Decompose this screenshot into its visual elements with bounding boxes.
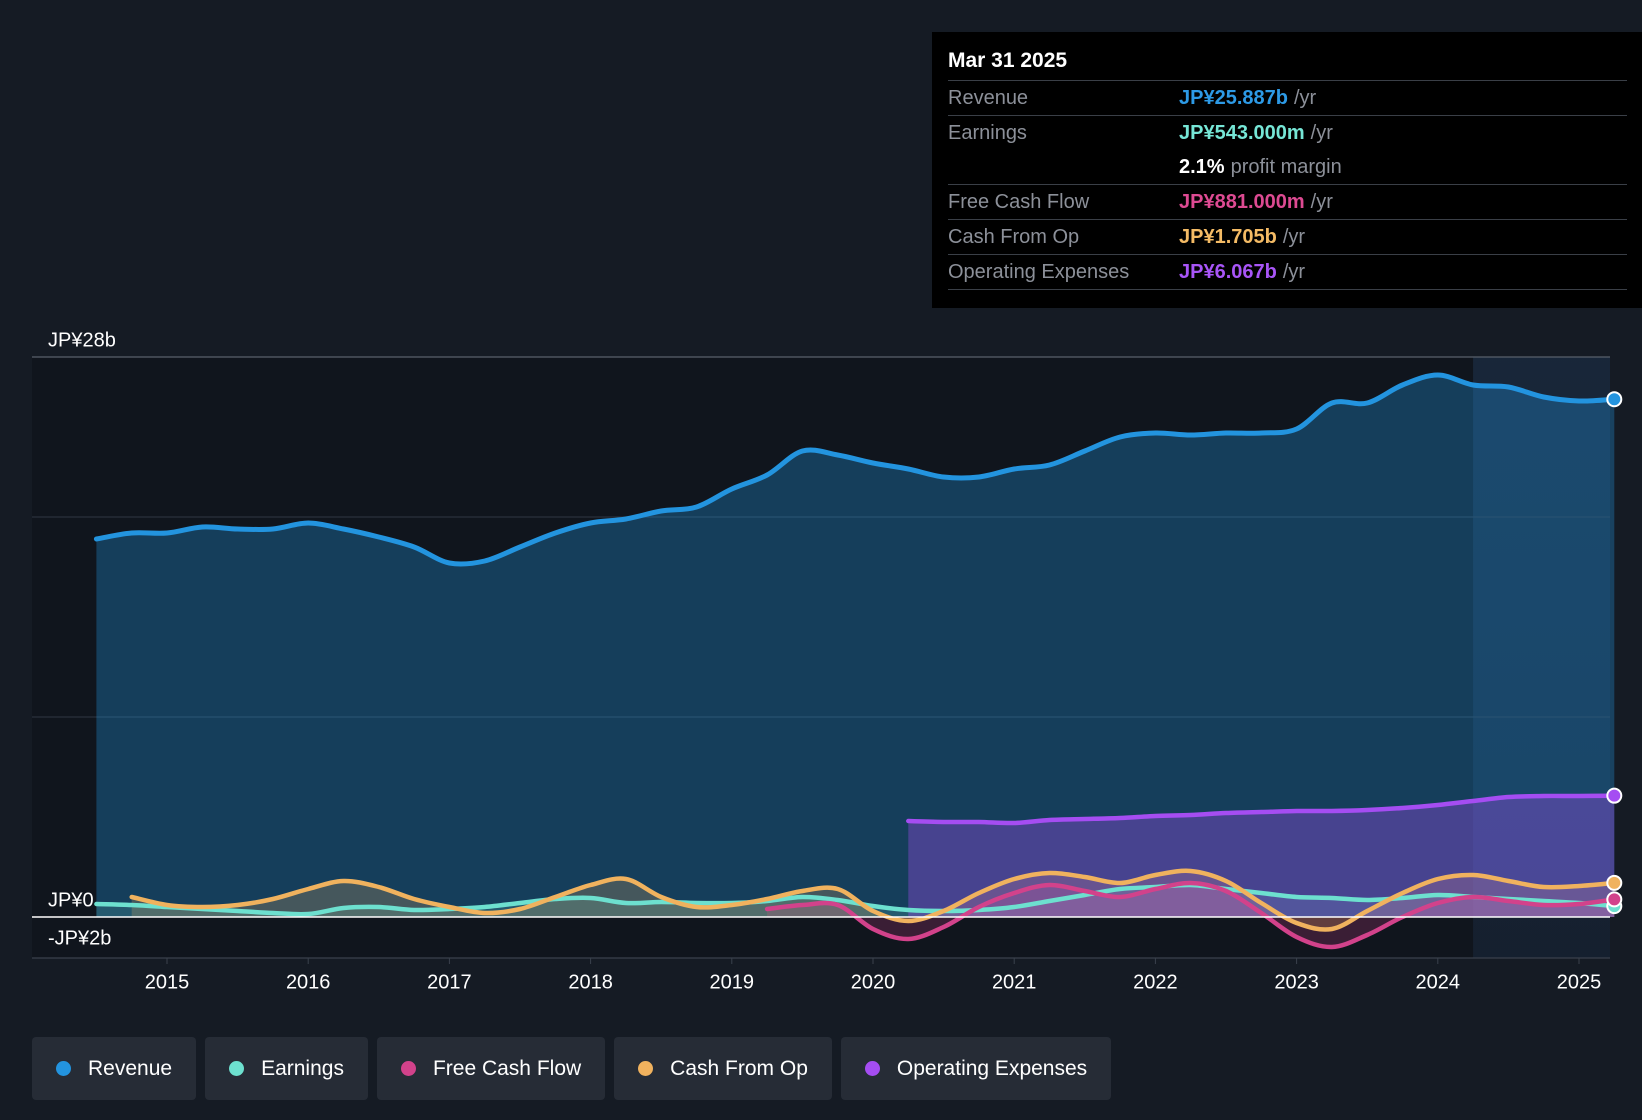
tooltip-suffix: /yr — [1310, 190, 1333, 213]
area-cash-from-op — [131, 870, 1615, 930]
tooltip-suffix: /yr — [1293, 86, 1317, 109]
series-line-cash-from-op — [129, 868, 1617, 932]
tooltip-suffix: /yr — [1310, 121, 1333, 144]
y-tick-label: JP¥28b — [48, 329, 116, 351]
series-line-operating-expenses — [906, 793, 1617, 826]
tooltip-row-operating-expenses: Operating Expenses JP¥6.067b /yr — [948, 255, 1627, 290]
tooltip-date: Mar 31 2025 — [948, 46, 1627, 81]
legend-label: Operating Expenses — [896, 1056, 1088, 1080]
legend-item-revenue[interactable]: Revenue — [32, 1037, 197, 1100]
tooltip-row-earnings: Earnings JP¥543.000m /yr — [948, 116, 1627, 150]
x-tick-label: 2017 — [427, 971, 472, 993]
chart-legend: Revenue Earnings Free Cash Flow Cash Fro… — [32, 1037, 1112, 1100]
legend-label: Free Cash Flow — [432, 1056, 582, 1080]
tooltip-value: JP¥25.887b — [1179, 86, 1288, 109]
x-tick-label: 2019 — [710, 971, 755, 993]
tooltip-value: JP¥1.705b — [1179, 225, 1277, 248]
tooltip-panel: Mar 31 2025 Revenue JP¥25.887b /yr Earni… — [932, 32, 1642, 308]
series-line-revenue — [93, 372, 1617, 567]
x-tick-label: 2018 — [568, 971, 613, 993]
legend-label: Cash From Op — [670, 1056, 808, 1080]
x-tick-label: 2020 — [851, 971, 896, 993]
x-tick-label: 2021 — [992, 971, 1037, 993]
area-free-cash-flow — [767, 882, 1615, 948]
series-line-free-cash-flow — [764, 880, 1617, 950]
tooltip-suffix: /yr — [1282, 260, 1306, 283]
series-line-earnings — [94, 882, 1617, 917]
tooltip-label: Revenue — [948, 86, 1029, 109]
x-tick-label: 2025 — [1557, 971, 1602, 993]
financial-chart: JP¥28b JP¥0 -JP¥2b 2015 2016 2017 2018 2019 2020… — [32, 329, 1623, 993]
x-tick-label: 2016 — [286, 971, 331, 993]
operating-expenses-dot-icon — [864, 1061, 880, 1076]
y-tick-label: JP¥0 — [48, 889, 94, 911]
tooltip-row-cash-from-op: Cash From Op JP¥1.705b /yr — [948, 220, 1627, 255]
legend-label: Revenue — [88, 1056, 173, 1080]
legend-item-operating-expenses[interactable]: Operating Expenses — [840, 1037, 1112, 1100]
tooltip-label: Earnings — [948, 121, 1027, 144]
tooltip-value: 2.1% — [1179, 155, 1225, 178]
series-endpoint-operating-expenses — [1606, 787, 1623, 804]
tooltip-label: Cash From Op — [948, 225, 1080, 248]
tooltip-row-profit-margin: 2.1% profit margin — [948, 150, 1627, 185]
tooltip-row-revenue: Revenue JP¥25.887b /yr — [948, 81, 1627, 116]
x-tick-label: 2015 — [145, 971, 190, 993]
cash-from-op-dot-icon — [638, 1061, 654, 1076]
free-cash-flow-dot-icon — [400, 1061, 416, 1076]
series-endpoint-free-cash-flow — [1606, 891, 1623, 908]
plot-background — [32, 357, 1610, 958]
earnings-dot-icon — [229, 1061, 245, 1076]
tooltip-row-free-cash-flow: Free Cash Flow JP¥881.000m /yr — [948, 185, 1627, 220]
series-endpoint-cash-from-op — [1606, 874, 1623, 891]
tooltip-suffix: profit margin — [1230, 155, 1342, 178]
legend-label: Earnings — [261, 1056, 344, 1080]
tooltip-value: JP¥881.000m — [1179, 190, 1305, 213]
x-tick-label: 2024 — [1416, 971, 1461, 993]
area-operating-expenses — [908, 795, 1615, 917]
tooltip-value: JP¥543.000m — [1179, 121, 1305, 144]
x-tick-label: 2023 — [1274, 971, 1319, 993]
legend-item-free-cash-flow[interactable]: Free Cash Flow — [376, 1037, 606, 1100]
forecast-region — [1473, 357, 1610, 958]
revenue-dot-icon — [56, 1061, 71, 1076]
legend-item-earnings[interactable]: Earnings — [205, 1037, 368, 1100]
tooltip-label: Operating Expenses — [948, 260, 1130, 283]
tooltip-value: JP¥6.067b — [1179, 260, 1277, 283]
tooltip-label: Free Cash Flow — [948, 190, 1090, 213]
area-revenue — [96, 375, 1615, 917]
y-tick-label: -JP¥2b — [48, 927, 111, 949]
tooltip-suffix: /yr — [1282, 225, 1306, 248]
series-endpoint-revenue — [1606, 391, 1623, 408]
legend-item-cash-from-op[interactable]: Cash From Op — [614, 1037, 832, 1100]
x-tick-label: 2022 — [1133, 971, 1178, 993]
